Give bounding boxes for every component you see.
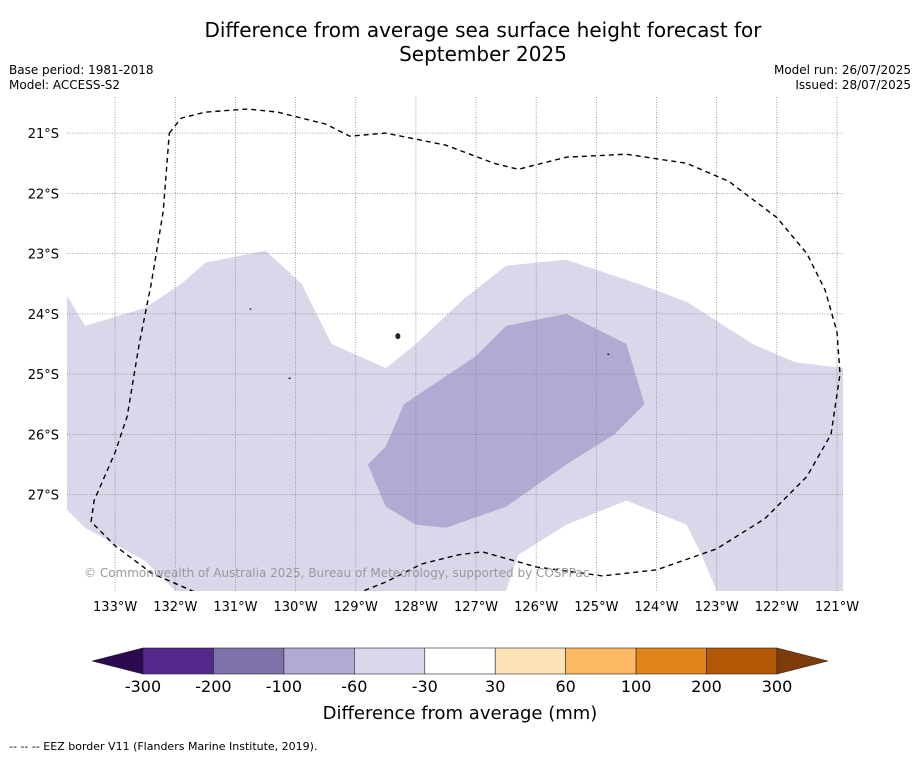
colorbar-swatch	[565, 647, 637, 675]
colorbar-swatch	[494, 647, 566, 675]
colorbar-tick-label: 200	[691, 677, 722, 696]
base-period: Base period: 1981-2018	[9, 63, 154, 77]
latitude-tick-label: 27°S	[28, 489, 59, 504]
colorbar-tick-label: -200	[195, 677, 231, 696]
colorbar-label: Difference from average (mm)	[323, 703, 598, 724]
island-marker	[288, 377, 291, 380]
colorbar-extend-low	[91, 647, 144, 675]
longitude-tick-label: 124°W	[634, 600, 678, 615]
colorbar-extend-high	[776, 647, 829, 675]
longitude-tick-label: 125°W	[574, 600, 618, 615]
colorbar-tick-label: 300	[762, 677, 793, 696]
meta-left: Base period: 1981-2018 Model: ACCESS-S2	[9, 63, 154, 93]
longitude-tick-label: 131°W	[213, 600, 257, 615]
longitude-tick-label: 130°W	[274, 600, 318, 615]
colorbar: -300 -200 -100 -60 -30 30 60 100 200 300 Differenc…	[91, 647, 829, 724]
longitude-tick-label: 128°W	[394, 600, 438, 615]
colorbar-swatch	[354, 647, 426, 675]
colorbar-swatch	[635, 647, 707, 675]
colorbar-swatch	[706, 647, 778, 675]
issued-date: Issued: 28/07/2025	[795, 78, 911, 92]
anomaly-band-minus100-to-minus60	[367, 313, 645, 528]
longitude-tick-label: 133°W	[93, 600, 137, 615]
title-line-2: September 2025	[399, 42, 567, 66]
meta-right: Model run: 26/07/2025 Issued: 28/07/2025	[774, 63, 911, 93]
longitude-tick-label: 127°W	[454, 600, 498, 615]
colorbar-tick-label: 100	[621, 677, 652, 696]
colorbar-swatch	[213, 647, 285, 675]
page-title: Difference from average sea surface heig…	[0, 18, 919, 66]
title-line-1: Difference from average sea surface heig…	[204, 18, 762, 42]
eez-footnote: -- -- -- EEZ border V11 (Flanders Marine…	[9, 740, 318, 753]
copyright-text: © Commonwealth of Australia 2025, Bureau…	[84, 566, 589, 580]
latitude-tick-label: 24°S	[28, 308, 59, 323]
colorbar-tick-label: 30	[485, 677, 505, 696]
latitude-tick-label: 25°S	[28, 368, 59, 383]
colorbar-swatch	[424, 647, 496, 675]
island-marker	[607, 353, 610, 356]
model-name: Model: ACCESS-S2	[9, 78, 121, 92]
longitude-tick-label: 132°W	[153, 600, 197, 615]
model-run: Model run: 26/07/2025	[773, 63, 911, 77]
eez-border	[90, 108, 841, 591]
map-area: © Commonwealth of Australia 2025, Bureau…	[28, 97, 859, 615]
longitude-tick-label: 126°W	[514, 600, 558, 615]
latitude-tick-label: 21°S	[28, 127, 59, 142]
latitude-tick-label: 26°S	[28, 428, 59, 443]
colorbar-tick-label: -60	[341, 677, 367, 696]
island-marker	[395, 333, 401, 340]
longitude-tick-label: 122°W	[755, 600, 799, 615]
colorbar-tick-label: -30	[412, 677, 438, 696]
latitude-tick-label: 23°S	[28, 248, 59, 263]
colorbar-tick-label: -300	[125, 677, 161, 696]
longitude-tick-label: 129°W	[334, 600, 378, 615]
longitude-tick-label: 123°W	[695, 600, 739, 615]
longitude-tick-label: 121°W	[815, 600, 859, 615]
island-marker	[249, 308, 252, 310]
colorbar-swatch	[142, 647, 214, 675]
colorbar-tick-label: -100	[266, 677, 302, 696]
latitude-tick-label: 22°S	[28, 187, 59, 202]
colorbar-swatch	[283, 647, 355, 675]
colorbar-tick-label: 60	[555, 677, 575, 696]
